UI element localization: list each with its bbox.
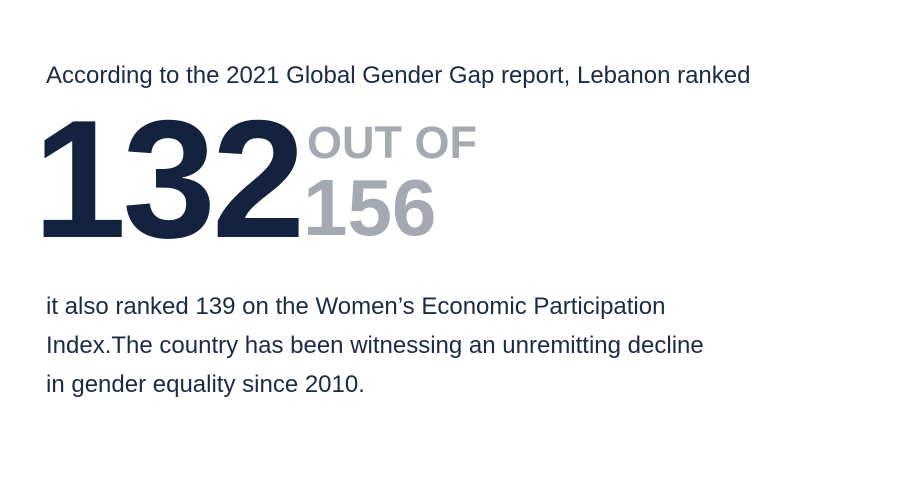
paragraph-line: it also ranked 139 on the Women’s Econom… (46, 293, 666, 320)
rank-total: 156 (303, 163, 437, 252)
out-of-label: OUT OF (307, 117, 477, 168)
rank-number: 132 (33, 85, 305, 273)
intro-text: According to the 2021 Global Gender Gap … (46, 62, 751, 89)
paragraph-line: Index.The country has been witnessing an… (46, 332, 704, 359)
paragraph-line: in gender equality since 2010. (46, 371, 365, 398)
